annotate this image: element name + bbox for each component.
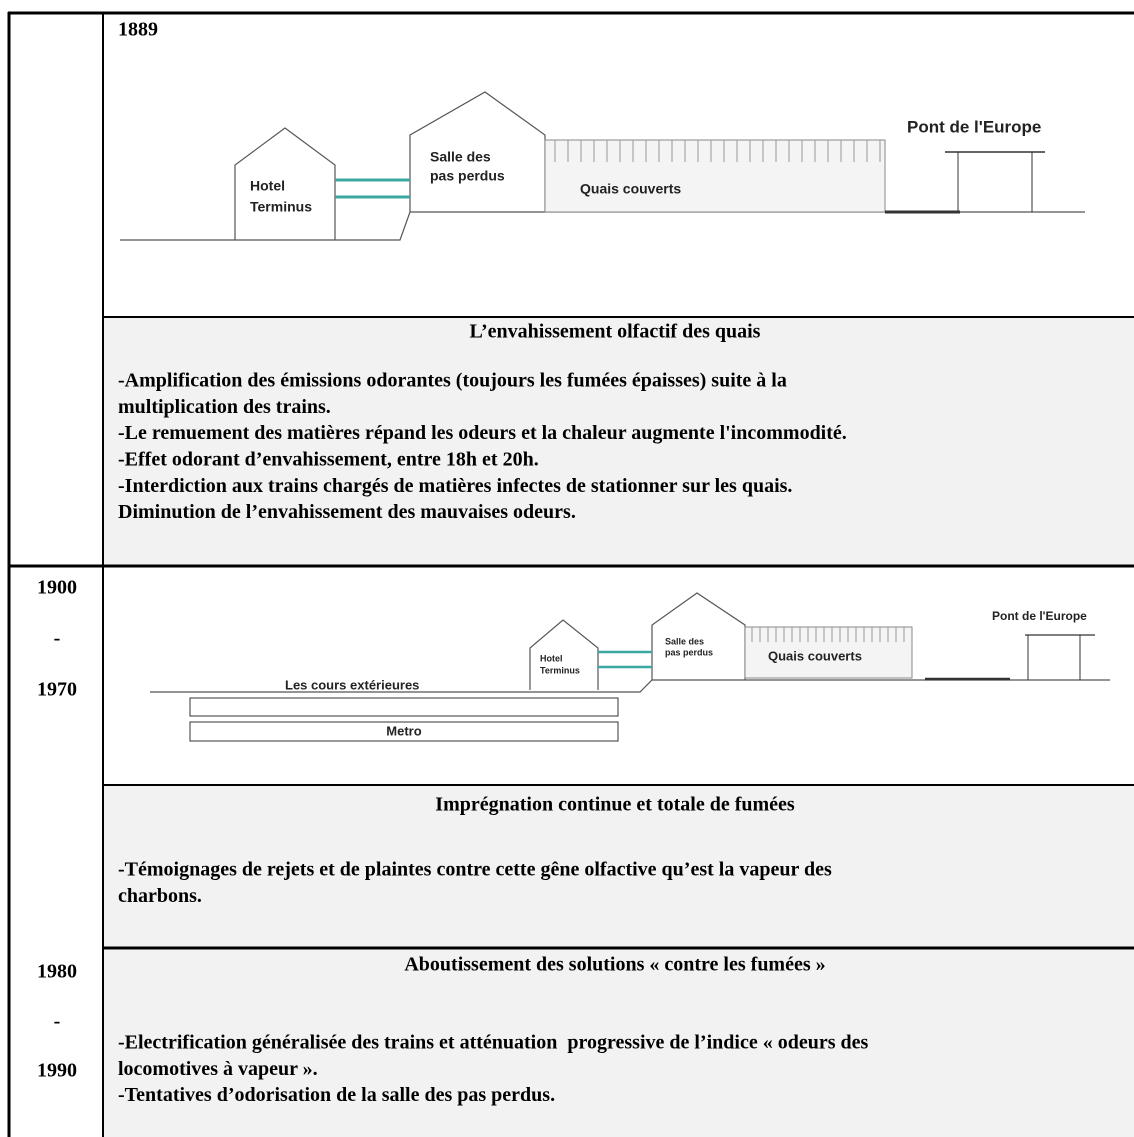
year: 1990 xyxy=(37,1060,77,1082)
text-line: -Effet odorant d’envahissement, entre 18… xyxy=(118,448,539,470)
diagram-label: Hotel xyxy=(250,178,285,194)
diagram-1889 xyxy=(120,91,1085,241)
diagram-label: Metro xyxy=(386,723,421,738)
diagram-label: Terminus xyxy=(250,199,312,215)
year: 1970 xyxy=(37,679,77,701)
text-line: -Amplification des émissions odorantes (… xyxy=(118,370,787,392)
text-line: -Témoignages de rejets et de plaintes co… xyxy=(118,859,832,881)
section-heading: Aboutissement des solutions « contre les… xyxy=(404,954,825,976)
section-heading: L’envahissement olfactif des quais xyxy=(470,321,761,343)
diagram-label: pas perdus xyxy=(665,647,713,657)
year: - xyxy=(54,1011,61,1033)
text-line: -Electrification généralisée des trains … xyxy=(118,1032,868,1054)
paragraph: -Témoignages de rejets et de plaintes co… xyxy=(118,859,832,907)
text-line: -Tentatives d’odorisation de la salle de… xyxy=(118,1084,555,1106)
text-line: multiplication des trains. xyxy=(118,396,331,418)
diagram-label: Les cours extérieures xyxy=(285,677,419,692)
diagram-label: Quais couverts xyxy=(768,648,862,663)
paragraph: -Amplification des émissions odorantes (… xyxy=(118,370,847,524)
year: 1980 xyxy=(37,961,77,983)
diagram-label: Salle des xyxy=(665,636,704,646)
text-line: -Interdiction aux trains chargés de mati… xyxy=(118,475,792,497)
table-borders xyxy=(7,11,1134,1137)
year: 1900 xyxy=(37,577,77,599)
text-line: locomotives à vapeur ». xyxy=(118,1058,318,1080)
text-line: -Le remuement des matières répand les od… xyxy=(118,422,847,444)
text-cell xyxy=(104,786,1134,947)
diagram-label: Quais couverts xyxy=(580,181,681,197)
text-line: charbons. xyxy=(118,885,202,907)
paragraph: -Electrification généralisée des trains … xyxy=(118,1032,868,1107)
section-heading: Imprégnation continue et totale de fumée… xyxy=(435,794,795,816)
diagram-label: pas perdus xyxy=(430,168,505,184)
diagram-label: Hotel xyxy=(540,653,563,663)
text-cell xyxy=(104,950,1134,1137)
year: - xyxy=(54,628,61,650)
text-line: Diminution de l’envahissement des mauvai… xyxy=(118,501,576,523)
diagram-1900 xyxy=(150,592,1110,742)
year: 1889 xyxy=(118,19,158,41)
diagram-label: Salle des xyxy=(430,149,491,165)
diagram-label: Terminus xyxy=(540,665,580,675)
diagram-label: Pont de l'Europe xyxy=(992,609,1087,623)
diagram-label: Pont de l'Europe xyxy=(907,117,1041,136)
text-cell xyxy=(104,318,1134,565)
